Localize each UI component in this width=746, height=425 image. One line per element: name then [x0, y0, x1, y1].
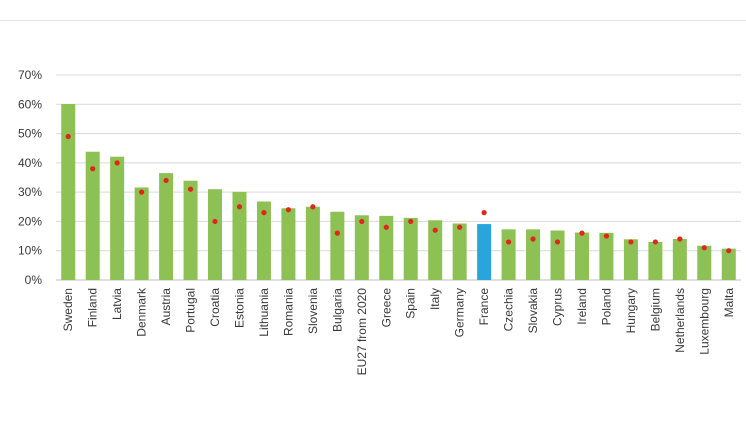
x-tick-label: Germany	[453, 288, 467, 337]
dot-portugal	[187, 186, 194, 192]
x-tick-label: EU27 from 2020	[355, 288, 369, 376]
x-tick-label: Italy	[428, 288, 442, 310]
dot-spain	[408, 218, 414, 225]
dot-slovakia	[530, 236, 536, 242]
x-tick-label: Luxembourg	[697, 288, 711, 355]
bar-sweden	[61, 103, 76, 280]
dot-finland	[90, 166, 96, 172]
gridlines	[56, 74, 741, 281]
bar-spain	[403, 217, 418, 280]
y-axis-ticks: 0% 10% 20% 30% 40% 50% 60% 70%	[18, 68, 42, 287]
bar-greece	[379, 215, 394, 280]
bar-series	[61, 103, 736, 280]
x-tick-label: Lithuania	[257, 288, 271, 337]
y-tick-label: 60%	[18, 97, 42, 111]
y-tick-label: 0%	[25, 273, 43, 287]
x-tick-label: Cyprus	[551, 288, 565, 326]
x-tick-label: Greece	[379, 288, 393, 328]
bar-bulgaria	[330, 211, 345, 280]
bar-poland	[599, 232, 614, 280]
bar-malta	[721, 248, 736, 280]
bar-finland	[85, 151, 100, 280]
bar-portugal	[183, 180, 198, 280]
bar-ireland	[574, 232, 589, 280]
dot-romania	[285, 207, 292, 213]
y-tick-label: 30%	[18, 185, 42, 199]
dot-malta	[726, 248, 732, 254]
x-tick-label: Denmark	[135, 287, 149, 337]
bar-denmark	[134, 187, 149, 280]
y-tick-label: 20%	[18, 214, 42, 228]
x-tick-label: Ireland	[575, 288, 589, 325]
dot-poland	[603, 233, 610, 239]
dot-latvia	[114, 160, 120, 166]
dot-netherlands	[677, 236, 683, 242]
bar-slovakia	[526, 229, 541, 280]
x-axis-ticks: Sweden Finland Latvia Denmark Austria Portuga…	[61, 287, 736, 375]
y-tick-label: 10%	[18, 244, 42, 258]
dot-series	[65, 133, 732, 254]
x-tick-label: Hungary	[624, 288, 638, 333]
dot-austria	[163, 177, 169, 184]
x-tick-label: France	[477, 288, 491, 326]
dot-germany	[457, 224, 463, 230]
dot-lithuania	[261, 210, 267, 216]
x-tick-label: Finland	[86, 288, 100, 327]
bar-france	[477, 224, 492, 280]
dot-belgium	[652, 239, 658, 245]
x-tick-label: Bulgaria	[330, 288, 344, 332]
bar-germany	[452, 223, 467, 280]
y-tick-label: 70%	[18, 68, 42, 82]
x-tick-label: Czechia	[502, 288, 516, 332]
dot-cyprus	[554, 239, 561, 245]
bar-luxembourg	[697, 245, 712, 280]
x-tick-label: Malta	[722, 288, 736, 318]
x-tick-label: Sweden	[61, 288, 75, 331]
bar-romania	[281, 208, 296, 280]
dot-denmark	[139, 189, 145, 195]
dot-bulgaria	[334, 230, 340, 236]
x-tick-label: Portugal	[184, 288, 198, 333]
bar-cyprus	[550, 230, 565, 280]
bar-netherlands	[672, 239, 687, 280]
dot-czechia	[505, 239, 512, 245]
x-tick-label: Croatia	[208, 288, 222, 327]
x-tick-label: Poland	[599, 288, 613, 325]
bar-latvia	[110, 156, 125, 280]
x-tick-label: Latvia	[110, 288, 124, 320]
bar-slovenia	[305, 206, 320, 280]
top-divider	[0, 20, 746, 21]
bar-lithuania	[256, 201, 271, 280]
x-tick-label: Slovakia	[526, 288, 540, 334]
dot-slovenia	[310, 204, 316, 210]
x-tick-label: Belgium	[648, 288, 662, 331]
x-tick-label: Austria	[159, 288, 173, 326]
x-tick-label: Slovenia	[306, 288, 320, 334]
bar-austria	[159, 173, 174, 280]
x-tick-label: Spain	[404, 288, 418, 319]
y-tick-label: 40%	[18, 156, 42, 170]
x-tick-label: Netherlands	[673, 288, 687, 353]
x-tick-label: Romania	[281, 288, 295, 336]
dot-sweden	[65, 133, 71, 140]
bar-croatia	[208, 189, 223, 280]
bar-eu27-from-2020	[354, 215, 369, 280]
bar-czechia	[501, 229, 516, 280]
x-tick-label: Estonia	[232, 288, 246, 328]
dot-france	[481, 210, 487, 216]
dot-estonia	[236, 204, 243, 210]
bar-italy	[428, 220, 443, 280]
bar-hungary	[623, 239, 638, 280]
dot-hungary	[628, 239, 634, 245]
bar-estonia	[232, 191, 247, 280]
y-tick-label: 50%	[18, 127, 42, 141]
dot-croatia	[212, 218, 218, 225]
dot-eu27-from-2020	[359, 218, 365, 225]
bar-belgium	[648, 241, 663, 280]
dot-greece	[383, 224, 389, 230]
dot-italy	[432, 227, 438, 233]
dot-ireland	[579, 230, 585, 236]
dot-luxembourg	[701, 245, 707, 251]
